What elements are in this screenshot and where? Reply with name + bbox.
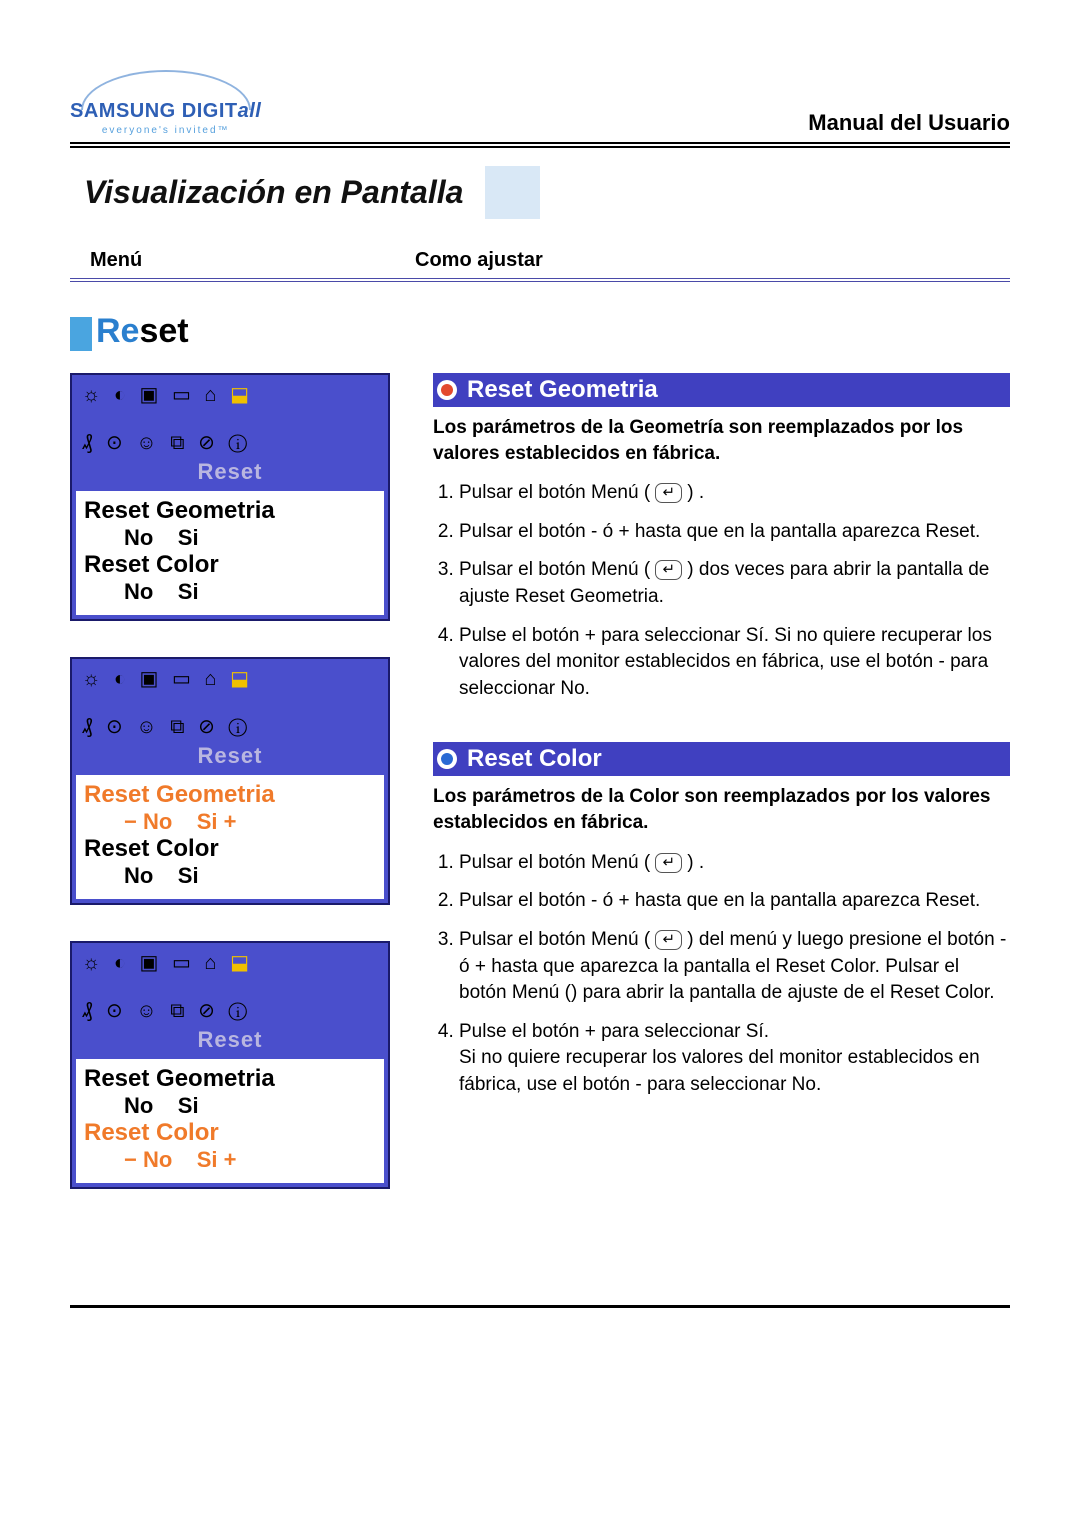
subsection-title: Reset Color: [467, 745, 602, 773]
bullet-icon: [437, 749, 457, 769]
osd-geom-opts: No Si: [84, 525, 376, 551]
document-type: Manual del Usuario: [808, 110, 1010, 136]
osd-geom-opts: − No Si +: [84, 809, 376, 835]
osd-geom-opts: No Si: [84, 1093, 376, 1119]
step-item: Pulsar el botón Menú ( ↵ ) .: [459, 850, 1010, 877]
menu-button-icon: ↵: [655, 853, 682, 873]
column-headers: Menú Como ajustar: [70, 249, 1010, 282]
page-title: Visualización en Pantalla: [84, 174, 463, 210]
step-item: Pulsar el botón Menú ( ↵ ) .: [459, 480, 1010, 507]
menu-button-icon: ↵: [655, 560, 682, 580]
col-menu: Menú: [70, 249, 415, 272]
logo-text-1: SAMSUNG DIGIT: [70, 100, 238, 122]
left-column: ☼ ◐ ▣ ▭ ⌂ ⬓ ₰ ⊙ ☺ ⧉ ⊘ ⓘ Reset Reset Geom…: [70, 373, 415, 1225]
osd-color-opts: No Si: [84, 579, 376, 605]
step-item: Pulsar el botón - ó + hasta que en la pa…: [459, 888, 1010, 915]
section-label: Reset: [70, 312, 1010, 351]
osd-icon-row: ☼ ◐ ▣ ▭ ⌂ ⬓ ₰ ⊙ ☺ ⧉ ⊘ ⓘ: [76, 379, 384, 457]
step-item: Pulse el botón + para seleccionar Sí. Si…: [459, 623, 1010, 703]
section-box-icon: [70, 317, 92, 351]
steps-list: Pulsar el botón Menú ( ↵ ) . Pulsar el bo…: [433, 850, 1010, 1099]
logo-text-2: all: [238, 100, 262, 122]
subsection-intro: Los parámetros de la Color son reemplaza…: [433, 784, 1010, 835]
osd-icon-row: ☼ ◐ ▣ ▭ ⌂ ⬓ ₰ ⊙ ☺ ⧉ ⊘ ⓘ: [76, 663, 384, 741]
osd-color-line: Reset Color: [84, 1119, 376, 1147]
subsection-intro: Los parámetros de la Geometría son reemp…: [433, 415, 1010, 466]
page-title-bar: Visualización en Pantalla: [70, 166, 1010, 219]
main-columns: ☼ ◐ ▣ ▭ ⌂ ⬓ ₰ ⊙ ☺ ⧉ ⊘ ⓘ Reset Reset Geom…: [70, 373, 1010, 1225]
osd-highlight-icon: ⬓: [230, 667, 253, 691]
osd-body: Reset Geometria No Si Reset Color − No S…: [76, 1059, 384, 1183]
subsection-title: Reset Geometria: [467, 376, 658, 404]
step-item: Pulse el botón + para seleccionar Sí.Si …: [459, 1019, 1010, 1099]
osd-panel: ☼ ◐ ▣ ▭ ⌂ ⬓ ₰ ⊙ ☺ ⧉ ⊘ ⓘ Reset Reset Geom…: [70, 657, 390, 905]
osd-panel: ☼ ◐ ▣ ▭ ⌂ ⬓ ₰ ⊙ ☺ ⧉ ⊘ ⓘ Reset Reset Geom…: [70, 941, 390, 1189]
osd-color-opts: − No Si +: [84, 1147, 376, 1173]
osd-icon-row: ☼ ◐ ▣ ▭ ⌂ ⬓ ₰ ⊙ ☺ ⧉ ⊘ ⓘ: [76, 947, 384, 1025]
section-prefix: Re: [96, 312, 139, 351]
osd-reset-label: Reset: [76, 459, 384, 485]
instruction-block: Reset Color Los parámetros de la Color so…: [433, 742, 1010, 1098]
osd-reset-label: Reset: [76, 743, 384, 769]
bullet-icon: [437, 380, 457, 400]
osd-body: Reset Geometria − No Si + Reset Color No…: [76, 775, 384, 899]
step-item: Pulsar el botón - ó + hasta que en la pa…: [459, 519, 1010, 546]
menu-button-icon: ↵: [655, 930, 682, 950]
page-header: SAMSUNG DIGITall everyone's invited™ Man…: [70, 70, 1010, 136]
osd-reset-label: Reset: [76, 1027, 384, 1053]
osd-highlight-icon: ⬓: [230, 383, 253, 407]
section-suffix: set: [139, 312, 188, 351]
footer-rule: [70, 1305, 1010, 1308]
logo-tagline: everyone's invited™: [102, 125, 230, 136]
steps-list: Pulsar el botón Menú ( ↵ ) . Pulsar el bo…: [433, 480, 1010, 702]
step-item: Pulsar el botón Menú ( ↵ ) del menú y lu…: [459, 927, 1010, 1007]
subsection-header: Reset Geometria: [433, 373, 1010, 407]
col-howto: Como ajustar: [415, 249, 1010, 272]
right-column: Reset Geometria Los parámetros de la Geom…: [433, 373, 1010, 1225]
subsection-header: Reset Color: [433, 742, 1010, 776]
menu-button-icon: ↵: [655, 483, 682, 503]
osd-geom-line: Reset Geometria: [84, 781, 376, 809]
osd-body: Reset Geometria No Si Reset Color No Si: [76, 491, 384, 615]
osd-panel: ☼ ◐ ▣ ▭ ⌂ ⬓ ₰ ⊙ ☺ ⧉ ⊘ ⓘ Reset Reset Geom…: [70, 373, 390, 621]
osd-geom-line: Reset Geometria: [84, 1065, 376, 1093]
brand-logo: SAMSUNG DIGITall everyone's invited™: [70, 70, 261, 136]
header-rule: [70, 142, 1010, 148]
osd-color-opts: No Si: [84, 863, 376, 889]
osd-color-line: Reset Color: [84, 835, 376, 863]
logo-text: SAMSUNG DIGITall: [70, 100, 261, 123]
osd-color-line: Reset Color: [84, 551, 376, 579]
instruction-block: Reset Geometria Los parámetros de la Geom…: [433, 373, 1010, 702]
osd-highlight-icon: ⬓: [230, 951, 253, 975]
osd-geom-line: Reset Geometria: [84, 497, 376, 525]
step-item: Pulsar el botón Menú ( ↵ ) dos veces par…: [459, 557, 1010, 610]
